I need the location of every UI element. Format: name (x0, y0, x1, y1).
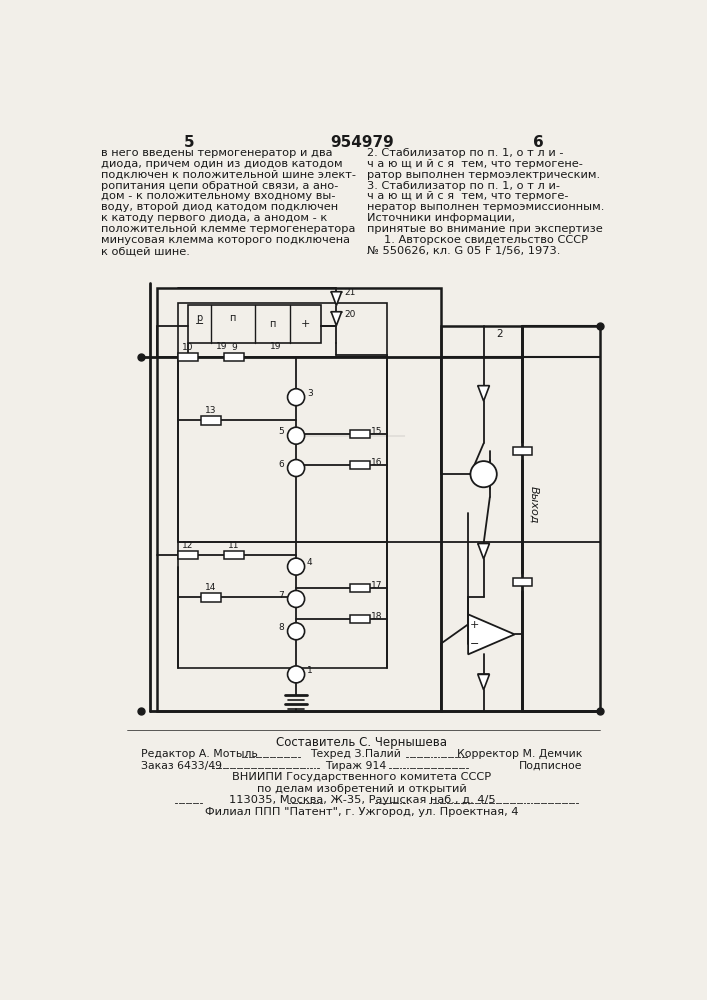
Text: 9: 9 (231, 343, 237, 352)
Text: 113035, Москва, Ж-35, Раушская наб., д. 4/5: 113035, Москва, Ж-35, Раушская наб., д. … (228, 795, 496, 805)
Text: по делам изобретений и открытий: по делам изобретений и открытий (257, 784, 467, 794)
Text: 1: 1 (307, 666, 312, 675)
Polygon shape (478, 674, 489, 690)
Text: 6: 6 (279, 460, 284, 469)
Text: 4: 4 (307, 558, 312, 567)
Text: № 550626, кл. G 05 F 1/56, 1973.: № 550626, кл. G 05 F 1/56, 1973. (368, 246, 561, 256)
Text: ч а ю щ и й с я  тем, что термоге-: ч а ю щ и й с я тем, что термоге- (368, 191, 569, 201)
Text: воду, второй диод катодом подключен: воду, второй диод катодом подключен (101, 202, 338, 212)
Text: 3: 3 (307, 389, 312, 398)
Bar (177, 542, 387, 668)
Text: Составитель С. Чернышева: Составитель С. Чернышева (276, 736, 448, 749)
Circle shape (470, 461, 497, 487)
Bar (349, 430, 370, 438)
Text: 10: 10 (182, 343, 193, 352)
Text: +: + (469, 620, 479, 630)
Text: 8: 8 (279, 623, 284, 632)
Text: Корректор М. Демчик: Корректор М. Демчик (457, 749, 583, 759)
Text: 2: 2 (496, 329, 503, 339)
Bar (441, 326, 600, 711)
Bar (224, 551, 244, 559)
Text: Заказ 6433/49: Заказ 6433/49 (141, 761, 222, 771)
Text: 7: 7 (279, 591, 284, 600)
Bar (201, 416, 221, 425)
Text: Источники информации,: Источники информации, (368, 213, 515, 223)
Text: 6: 6 (532, 135, 543, 150)
Text: 21: 21 (344, 288, 356, 297)
Bar (187, 305, 321, 343)
Polygon shape (478, 386, 489, 401)
Text: −: − (194, 319, 204, 329)
Text: принятые во внимание при экспертизе: принятые во внимание при экспертизе (368, 224, 603, 234)
Text: Подписное: Подписное (520, 761, 583, 771)
Text: −: − (469, 639, 479, 649)
Text: ратор выполнен термоэлектрическим.: ратор выполнен термоэлектрическим. (368, 170, 600, 180)
Bar (177, 303, 387, 542)
Text: Тираж 914: Тираж 914 (325, 761, 386, 771)
Text: 5: 5 (184, 135, 194, 150)
Text: п: п (229, 313, 235, 323)
Text: 17: 17 (370, 581, 382, 590)
Text: положительной клемме термогенератора: положительной клемме термогенератора (101, 224, 355, 234)
Text: 19: 19 (216, 342, 228, 351)
Text: в него введены термогенератор и два: в него введены термогенератор и два (101, 148, 332, 158)
Text: 16: 16 (370, 458, 382, 467)
Circle shape (288, 389, 305, 406)
Text: Техред З.Палий: Техред З.Палий (310, 749, 401, 759)
Text: 2. Стабилизатор по п. 1, о т л и -: 2. Стабилизатор по п. 1, о т л и - (368, 148, 564, 158)
Text: Редактор А. Мотыль: Редактор А. Мотыль (141, 749, 258, 759)
Bar (224, 353, 244, 361)
Text: 5: 5 (279, 427, 284, 436)
Text: Выход: Выход (529, 486, 539, 524)
Text: п: п (269, 319, 275, 329)
Bar (349, 461, 370, 469)
Bar (349, 584, 370, 592)
Text: Филиал ППП "Патент", г. Ужгород, ул. Проектная, 4: Филиал ППП "Патент", г. Ужгород, ул. Про… (205, 807, 519, 817)
Circle shape (288, 558, 305, 575)
Text: ропитания цепи обратной связи, а ано-: ропитания цепи обратной связи, а ано- (101, 181, 338, 191)
Text: p: p (196, 313, 202, 323)
Text: 3. Стабилизатор по п. 1, о т л и-: 3. Стабилизатор по п. 1, о т л и- (368, 181, 561, 191)
Text: 954979: 954979 (330, 135, 394, 150)
Text: 14: 14 (205, 583, 216, 592)
Text: подключен к положительной шине элект-: подключен к положительной шине элект- (101, 170, 356, 180)
Text: 12: 12 (182, 541, 193, 550)
Circle shape (288, 427, 305, 444)
Text: нератор выполнен термоэмиссионным.: нератор выполнен термоэмиссионным. (368, 202, 604, 212)
Text: 20: 20 (344, 310, 356, 319)
Bar (177, 551, 198, 559)
Circle shape (288, 460, 305, 477)
Text: к катоду первого диода, а анодом - к: к катоду первого диода, а анодом - к (101, 213, 327, 223)
Polygon shape (331, 312, 341, 326)
Circle shape (288, 590, 305, 607)
Text: 18: 18 (370, 612, 382, 621)
Text: 11: 11 (228, 541, 240, 550)
Bar (177, 353, 198, 361)
Bar (513, 578, 532, 586)
Text: 13: 13 (205, 406, 216, 415)
Polygon shape (468, 614, 515, 654)
Text: ВНИИПИ Государственного комитета СССР: ВНИИПИ Государственного комитета СССР (233, 772, 491, 782)
Bar (156, 288, 441, 711)
Text: 19: 19 (270, 342, 281, 351)
Circle shape (288, 666, 305, 683)
Polygon shape (331, 292, 341, 306)
Bar (201, 593, 221, 602)
Text: 15: 15 (370, 427, 382, 436)
Text: диода, причем один из диодов катодом: диода, причем один из диодов катодом (101, 159, 342, 169)
Text: к общей шине.: к общей шине. (101, 246, 189, 256)
Bar (349, 615, 370, 623)
Bar (513, 447, 532, 455)
Circle shape (288, 623, 305, 640)
Text: +: + (300, 319, 310, 329)
Text: ч а ю щ и й с я  тем, что термогене-: ч а ю щ и й с я тем, что термогене- (368, 159, 583, 169)
Polygon shape (478, 544, 489, 559)
Text: 1. Авторское свидетельство СССР: 1. Авторское свидетельство СССР (385, 235, 588, 245)
Text: дом - к положительному входному вы-: дом - к положительному входному вы- (101, 191, 335, 201)
Text: минусовая клемма которого подключена: минусовая клемма которого подключена (101, 235, 350, 245)
